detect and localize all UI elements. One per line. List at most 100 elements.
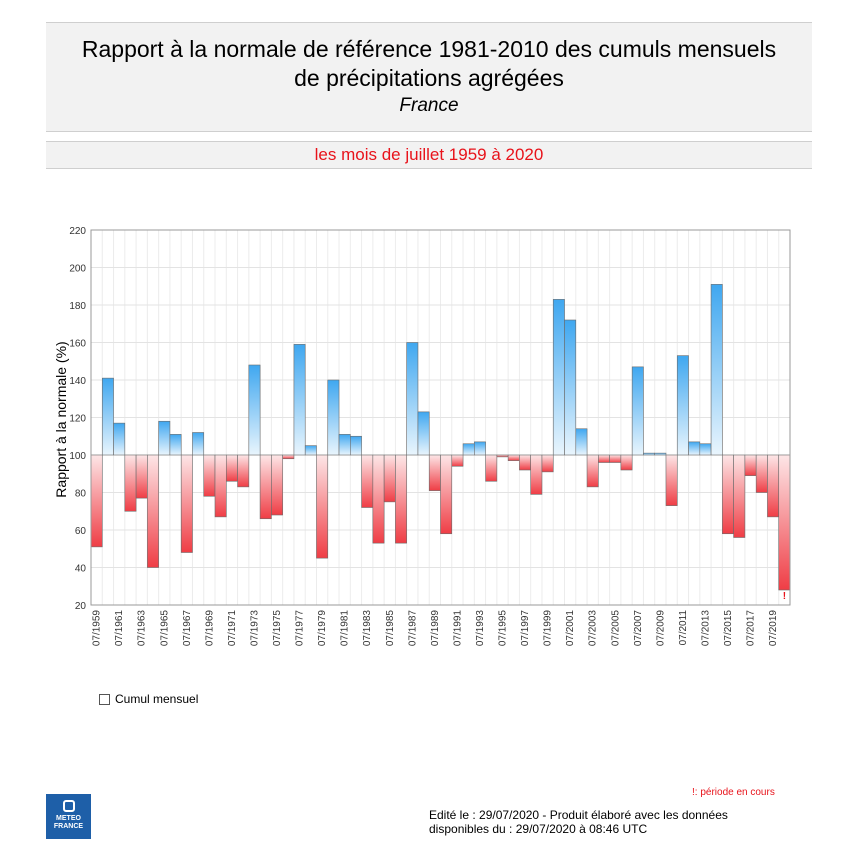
x-tick-label: 07/1969 [204, 610, 215, 647]
x-tick-label: 07/1959 [92, 610, 103, 647]
x-tick-label: 07/1987 [407, 610, 418, 647]
x-tick-label: 07/2001 [565, 610, 576, 647]
bar-07/1993 [474, 441, 486, 456]
legend-label: Cumul mensuel [115, 692, 199, 706]
region-subtitle: France [399, 95, 459, 116]
bar-07/2008 [643, 452, 656, 456]
bar-07/1995 [496, 454, 509, 458]
x-tick-label: 07/1965 [159, 610, 170, 647]
bar-07/1976 [282, 454, 295, 460]
bar-07/1987 [406, 342, 419, 456]
y-tick-label: 200 [69, 264, 86, 275]
x-tick-label: 07/1983 [362, 610, 373, 647]
bar-07/1970 [214, 454, 227, 518]
legend-item-cumul-mensuel[interactable]: Cumul mensuel [99, 692, 198, 706]
bar-07/1994 [485, 454, 498, 482]
bar-07/2006 [620, 454, 633, 471]
x-tick-label: 07/2019 [768, 610, 779, 647]
x-tick-label: 07/1961 [114, 610, 125, 647]
bar-07/1974 [259, 454, 272, 520]
y-tick-label: 180 [69, 301, 86, 312]
bar-07/2012 [688, 441, 701, 456]
bar-07/1980 [327, 379, 340, 456]
period-label: les mois de juillet 1959 à 2020 [314, 145, 544, 164]
bar-07/1964 [147, 454, 159, 568]
bar-07/1983 [361, 454, 374, 508]
bar-07/1969 [203, 454, 216, 497]
bar-07/1966 [169, 434, 182, 456]
bar-07/1998 [530, 454, 543, 495]
bar-07/2017 [744, 454, 757, 476]
y-tick-label: 140 [69, 376, 86, 387]
x-tick-label: 07/2017 [746, 610, 757, 647]
bar-07/1962 [124, 454, 137, 512]
bar-07/1989 [428, 454, 441, 491]
footer-info: Edité le : 29/07/2020 - Produit élaboré … [429, 808, 829, 836]
bar-07/1968 [192, 432, 205, 456]
bar-07/1986 [395, 454, 407, 544]
bar-07/2016 [733, 454, 746, 538]
x-tick-label: 07/1971 [227, 610, 238, 647]
bar-07/2010 [665, 454, 678, 506]
bar-07/2011 [676, 355, 689, 456]
bar-07/1963 [135, 454, 148, 499]
x-tick-label: 07/1995 [498, 610, 509, 647]
bar-07/1977 [293, 344, 306, 456]
bar-07/1959 [90, 454, 103, 548]
bar-07/2020 [778, 454, 791, 591]
bar-07/1961 [113, 422, 126, 456]
y-axis-label: Rapport à la normale (%) [53, 341, 69, 497]
x-tick-label: 07/2015 [723, 610, 734, 647]
bar-07/1990 [440, 454, 453, 535]
x-tick-label: 07/1963 [137, 610, 148, 647]
bar-07/1960 [101, 377, 114, 456]
logo-text-line2: FRANCE [53, 823, 84, 830]
chart-title-line2: de précipitations agrégées [294, 65, 564, 91]
bar-07/1965 [158, 420, 171, 456]
bar-07/2014 [710, 284, 723, 456]
bar-07/2015 [722, 454, 734, 535]
bar-07/1979 [316, 454, 329, 559]
bar-07/1971 [225, 454, 238, 482]
logo-mark-icon [62, 800, 75, 812]
bar-07/1978 [304, 445, 317, 456]
bar-07/1982 [350, 435, 362, 456]
x-tick-label: 07/1979 [317, 610, 328, 647]
period-panel: les mois de juillet 1959 à 2020 [46, 141, 812, 169]
bar-07/1975 [271, 454, 283, 516]
in-progress-note: !: période en cours [692, 787, 775, 798]
bar-07/1972 [237, 454, 250, 488]
x-tick-label: 07/1999 [543, 610, 554, 647]
x-tick-label: 07/2009 [655, 610, 666, 647]
y-tick-label: 20 [75, 601, 87, 612]
x-tick-label: 07/1975 [272, 610, 283, 647]
x-tick-label: 07/1993 [475, 610, 486, 647]
logo-text-line1: METEO [56, 815, 81, 822]
x-tick-label: 07/2011 [678, 610, 689, 646]
footer-line1: Edité le : 29/07/2020 - Produit élaboré … [429, 808, 728, 822]
bar-07/2004 [598, 454, 610, 463]
meteo-france-logo: METEO FRANCE [46, 794, 91, 839]
bar-07/2018 [755, 454, 768, 493]
title-panel: Rapport à la normale de référence 1981-2… [46, 22, 812, 132]
y-tick-label: 40 [75, 564, 87, 575]
y-tick-label: 120 [69, 414, 86, 425]
x-tick-label: 07/1991 [452, 610, 463, 647]
bar-07/2019 [767, 454, 780, 518]
chart-title: Rapport à la normale de référence 1981-2… [46, 35, 812, 93]
bar-07/1985 [383, 454, 396, 503]
bar-07/1988 [417, 411, 430, 456]
bar-07/1999 [541, 454, 554, 473]
x-tick-label: 07/1973 [249, 610, 260, 647]
bar-07/2013 [699, 443, 712, 456]
bar-07/1967 [180, 454, 193, 553]
bar-07/2007 [631, 366, 644, 456]
bar-07/1973 [248, 364, 261, 456]
bar-07/1992 [462, 443, 475, 456]
x-tick-label: 07/1989 [430, 610, 441, 647]
footer-line2: disponibles du : 29/07/2020 à 08:46 UTC [429, 822, 648, 836]
x-tick-label: 07/1977 [295, 610, 306, 647]
plot-frame [90, 229, 791, 606]
legend-checkbox[interactable] [99, 693, 110, 705]
